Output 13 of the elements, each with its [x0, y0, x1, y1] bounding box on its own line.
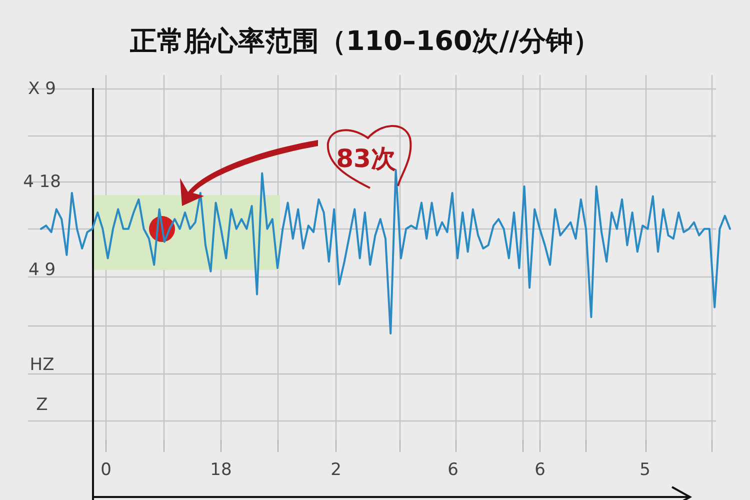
annotation: 0: [100, 460, 112, 480]
annotation: Z: [36, 395, 48, 415]
annotation: 6: [448, 460, 458, 480]
annotation: 18: [210, 460, 232, 480]
annotation: 4 9: [28, 260, 56, 280]
text: X 9: [28, 79, 56, 99]
annotation: 83次: [336, 144, 397, 173]
annotation: 2: [330, 460, 342, 480]
annotation: HZ: [30, 355, 54, 375]
annotation: 4 18: [23, 172, 61, 192]
annotation: 5: [640, 460, 650, 480]
chart-title: 正常胎心率范围（110–160次//分钟）: [129, 26, 600, 57]
annotation: 6: [534, 460, 546, 480]
